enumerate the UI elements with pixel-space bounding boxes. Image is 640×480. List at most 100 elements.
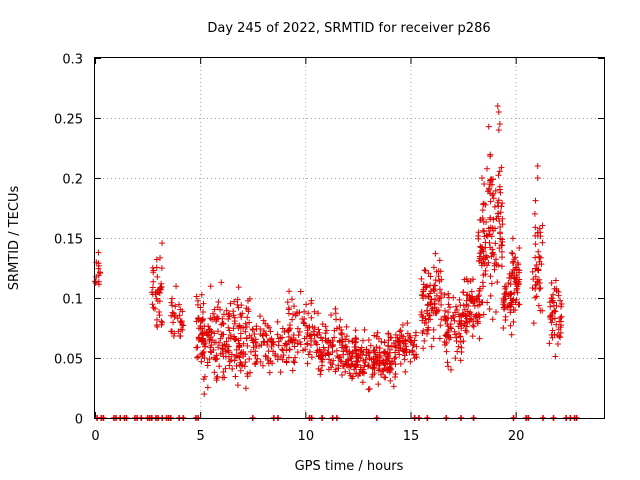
data-point [168,299,175,306]
data-point [501,296,508,303]
data-point [460,322,467,329]
gridlines [95,58,604,418]
data-point [499,221,506,228]
data-point [551,285,558,292]
data-point [304,360,311,367]
data-point [234,382,241,389]
data-point [462,312,469,319]
y-tick-label: 0.05 [54,353,83,368]
data-point [537,307,544,314]
data-point [400,333,407,340]
data-point [244,314,251,321]
data-point [467,277,474,284]
data-point [420,345,427,352]
data-point [487,151,494,158]
data-point [252,352,259,359]
x-tick-label: 15 [403,429,420,444]
data-point [345,338,352,345]
data-point [202,343,209,350]
data-point [462,318,469,325]
data-point [329,348,336,355]
data-point [150,267,157,274]
data-point [423,284,430,291]
data-point [385,337,392,344]
data-point [319,362,326,369]
data-point [444,359,451,366]
data-point [300,347,307,354]
data-point [337,357,344,364]
data-point [480,272,487,279]
data-point [392,331,399,338]
data-point [315,326,322,333]
data-point [372,353,379,360]
data-point [304,340,311,347]
data-point [195,353,202,360]
data-point [493,215,500,222]
data-point [286,346,293,353]
data-point [487,181,494,188]
data-point [285,354,292,361]
data-point [225,353,232,360]
y-axis-label: SRMTID / TECUs [7,186,22,291]
data-point [411,355,418,362]
data-point [289,316,296,323]
data-point [466,315,473,322]
data-point [406,333,413,340]
data-point [442,314,449,321]
data-point [464,291,471,298]
data-point [359,368,366,375]
data-point [149,291,156,298]
data-point [552,277,559,284]
data-point [289,367,296,374]
data-point [480,201,487,208]
data-point [493,256,500,263]
data-point [403,348,410,355]
data-point [275,342,282,349]
data-point [353,350,360,357]
data-point [476,258,483,265]
data-point [463,323,470,330]
data-point [491,260,498,267]
data-point [396,337,403,344]
data-point [452,355,459,362]
data-point [381,339,388,346]
data-point [474,318,481,325]
data-point [299,316,306,323]
data-point [373,344,380,350]
data-point [291,343,298,350]
data-point [535,266,542,273]
data-point [241,363,248,370]
data-point [356,370,363,377]
data-point [441,313,448,320]
data-point [253,325,260,332]
data-point [286,288,293,295]
data-point [171,313,178,320]
data-point [558,303,565,310]
data-point [392,361,399,368]
data-point [245,306,252,313]
data-point [264,322,271,329]
data-point [532,224,539,231]
data-point [349,360,356,367]
data-point [496,183,503,190]
chart-title: Day 245 of 2022, SRMTID for receiver p28… [207,21,490,36]
data-point [204,384,211,391]
data-point [556,333,563,340]
data-point [242,328,249,335]
data-point [385,355,392,362]
data-point [407,358,414,365]
data-point [227,300,234,307]
data-point [450,312,457,319]
data-point [208,342,215,349]
data-point [553,321,560,328]
data-point [401,352,408,359]
data-point [536,253,543,260]
data-point [200,309,207,316]
data-point [376,360,383,367]
data-point [343,333,350,340]
data-point [208,349,215,356]
data-point [533,262,540,269]
data-point [230,325,237,332]
data-point [535,302,542,309]
